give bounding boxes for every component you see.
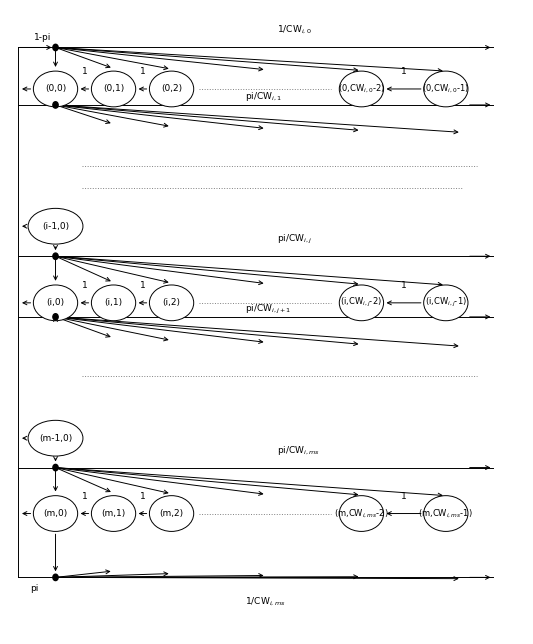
Ellipse shape — [149, 285, 193, 321]
Ellipse shape — [34, 71, 78, 107]
Ellipse shape — [340, 285, 384, 321]
Ellipse shape — [34, 285, 78, 321]
Ellipse shape — [91, 71, 136, 107]
Text: pi/CW$_{i,ms}$: pi/CW$_{i,ms}$ — [277, 444, 320, 457]
Text: 1: 1 — [140, 67, 146, 76]
Ellipse shape — [34, 496, 78, 531]
Text: 1: 1 — [401, 281, 407, 290]
Text: 1-pi: 1-pi — [35, 33, 52, 43]
Text: (0,CW$_{i,0}$-1): (0,CW$_{i,0}$-1) — [422, 83, 470, 95]
Text: 1: 1 — [82, 67, 87, 76]
Ellipse shape — [91, 496, 136, 531]
Text: (m,CW$_{i,ms}$-2): (m,CW$_{i,ms}$-2) — [334, 507, 389, 520]
Text: (0,0): (0,0) — [45, 84, 66, 93]
Circle shape — [53, 102, 58, 108]
Text: (m-1,0): (m-1,0) — [39, 433, 72, 442]
Text: pi/CW$_{i,1}$: pi/CW$_{i,1}$ — [245, 90, 282, 103]
Text: (0,CW$_{i,0}$-2): (0,CW$_{i,0}$-2) — [338, 83, 385, 95]
Text: 1: 1 — [82, 281, 87, 290]
Circle shape — [53, 44, 58, 51]
Text: (m,1): (m,1) — [101, 509, 126, 518]
Text: (0,2): (0,2) — [161, 84, 182, 93]
Ellipse shape — [149, 71, 193, 107]
Ellipse shape — [424, 285, 468, 321]
Circle shape — [53, 464, 58, 471]
Text: 1/CW$_{i,ms}$: 1/CW$_{i,ms}$ — [245, 596, 286, 608]
Text: (i-1,0): (i-1,0) — [42, 222, 69, 231]
Text: 1: 1 — [401, 67, 407, 76]
Circle shape — [53, 314, 58, 320]
Ellipse shape — [340, 71, 384, 107]
Ellipse shape — [91, 285, 136, 321]
Ellipse shape — [424, 71, 468, 107]
Ellipse shape — [149, 496, 193, 531]
Ellipse shape — [424, 496, 468, 531]
Text: 1: 1 — [401, 492, 407, 501]
Text: pi/CW$_{i,j+1}$: pi/CW$_{i,j+1}$ — [245, 303, 292, 316]
Text: (i,1): (i,1) — [104, 298, 123, 307]
Text: (m,2): (m,2) — [159, 509, 184, 518]
Text: (0,1): (0,1) — [103, 84, 124, 93]
Text: 1: 1 — [82, 492, 87, 501]
Text: (m,0): (m,0) — [43, 509, 68, 518]
Text: (i,CW$_{i,j}$-2): (i,CW$_{i,j}$-2) — [341, 296, 382, 309]
Circle shape — [53, 253, 58, 260]
Text: 1: 1 — [140, 281, 146, 290]
Text: (i,CW$_{i,j}$-1): (i,CW$_{i,j}$-1) — [425, 296, 467, 309]
Ellipse shape — [28, 209, 83, 244]
Ellipse shape — [340, 496, 384, 531]
Text: (i,2): (i,2) — [163, 298, 181, 307]
Text: 1: 1 — [140, 492, 146, 501]
Text: pi/CW$_{i,j}$: pi/CW$_{i,j}$ — [277, 232, 312, 245]
Circle shape — [53, 574, 58, 581]
Text: pi: pi — [30, 584, 38, 593]
Text: (m,CW$_{i,ms}$-1): (m,CW$_{i,ms}$-1) — [418, 507, 473, 520]
Text: 1/CW$_{i,0}$: 1/CW$_{i,0}$ — [277, 23, 312, 35]
Text: (i,0): (i,0) — [46, 298, 64, 307]
Ellipse shape — [28, 421, 83, 456]
